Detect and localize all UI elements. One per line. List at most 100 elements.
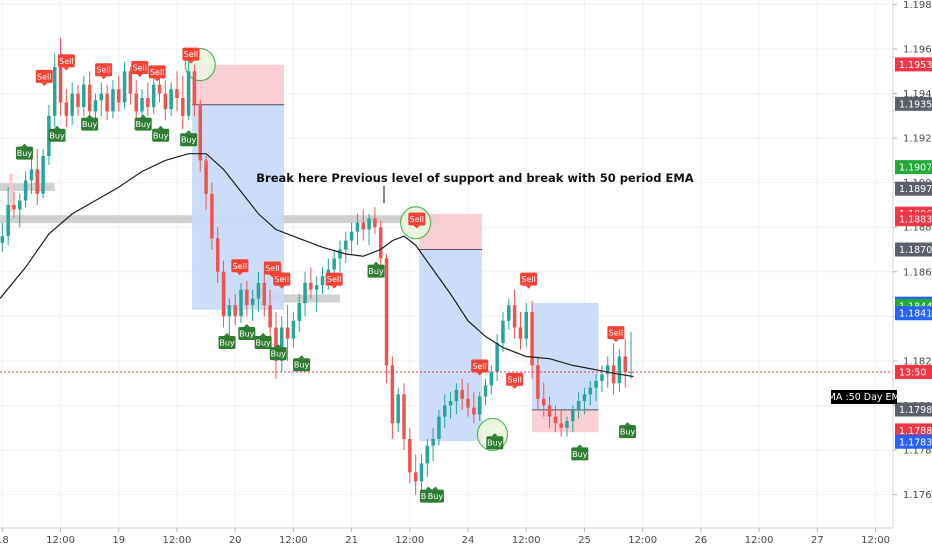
signal-badge: [607, 326, 625, 340]
buy-signal: Buy: [254, 332, 272, 349]
price-tag: 1.18973: [895, 181, 932, 196]
signal-pointer: [525, 285, 532, 289]
price-tag-label: 13:50: [899, 368, 926, 379]
y-tick-label: 1.19200: [903, 134, 932, 145]
position-zones: [9, 64, 599, 442]
candle-up: [425, 445, 430, 464]
signal-pointer: [236, 272, 243, 276]
candle-up: [303, 282, 307, 303]
candle-up: [169, 89, 173, 110]
x-tick-label: 21: [345, 535, 358, 546]
candle-up: [594, 380, 598, 388]
candle-down: [268, 305, 272, 328]
x-tick-label: 12:00: [628, 535, 657, 546]
candle-up: [41, 155, 45, 194]
sell-signal: Sell: [131, 60, 149, 77]
signal-badge: [152, 128, 170, 142]
signal-badge: [426, 489, 444, 503]
candle-up: [70, 93, 74, 116]
candle-down: [361, 222, 366, 230]
signal-label: Buy: [239, 330, 255, 339]
sell-signal: Sell: [520, 272, 538, 289]
signal-label: Buy: [572, 450, 588, 459]
candle-up: [448, 401, 453, 406]
candle-down: [559, 423, 563, 428]
signal-pointer: [63, 67, 70, 71]
buy-signal: Buy: [269, 344, 287, 361]
signal-label: Sell: [184, 50, 198, 59]
ema-label-text: EMA :50 Day EMA: [822, 392, 907, 403]
candle-down: [233, 305, 237, 317]
x-tick-label: 27: [811, 535, 824, 546]
x-tick-label: 12:00: [745, 535, 774, 546]
candle-up: [431, 438, 435, 446]
x-tick-label: 24: [462, 535, 475, 546]
sell-signal: Sell: [273, 272, 291, 289]
signal-label: Sell: [327, 275, 341, 284]
candle-up: [6, 204, 10, 237]
price-tag-label: 1.18414: [899, 309, 932, 320]
candle-up: [93, 100, 98, 112]
signal-badge: [571, 447, 589, 461]
signal-label: Sell: [507, 375, 521, 384]
signal-label: Buy: [82, 120, 98, 129]
profit-zone: [532, 302, 599, 410]
x-tick-label: 12:00: [512, 535, 541, 546]
signal-pointer: [21, 143, 28, 147]
sell-signal: Sell: [231, 259, 249, 276]
x-tick-label: 19: [112, 535, 125, 546]
signal-label: Buy: [153, 131, 169, 140]
candle-up: [477, 396, 482, 415]
signal-label: Buy: [49, 131, 65, 140]
candles: [0, 37, 633, 495]
candle-down: [553, 416, 558, 424]
signal-label: Sell: [410, 215, 424, 224]
candle-down: [466, 398, 470, 408]
candle-up: [291, 320, 296, 339]
x-tick-label: 25: [578, 535, 591, 546]
signal-badge: [81, 117, 99, 131]
x-tick-label: 12:00: [46, 535, 75, 546]
candle-down: [309, 282, 313, 290]
signal-badge: [182, 47, 200, 61]
signal-label: Sell: [521, 275, 535, 284]
candle-up: [82, 84, 86, 107]
price-tag: 1.18836: [895, 212, 932, 227]
candle-up: [0, 236, 5, 243]
candle-up: [344, 240, 348, 250]
candle-up: [582, 394, 587, 402]
candle-down: [274, 327, 278, 361]
candle-down: [12, 204, 16, 210]
candle-up: [576, 401, 581, 410]
candle-up: [489, 372, 494, 386]
signal-pointer: [612, 339, 619, 343]
price-tag-bg: [895, 306, 932, 321]
candle-down: [373, 218, 377, 228]
buy-signal: Buy: [571, 444, 589, 461]
signal-badge: [486, 436, 504, 450]
candle-down: [204, 160, 208, 194]
signal-pointer: [576, 444, 583, 448]
x-tick-label: 12:00: [279, 535, 308, 546]
signal-badge: [57, 54, 75, 68]
price-tag-label: 1.19070: [899, 163, 932, 174]
signal-pointer: [476, 372, 483, 376]
candle-down: [530, 311, 534, 366]
candle-down: [58, 66, 63, 103]
signal-label: Buy: [271, 350, 287, 359]
sell-signal: Sell: [408, 212, 426, 229]
price-tag-label: 1.18973: [899, 184, 932, 195]
annotation-text: Break here Previous level of support and…: [256, 171, 693, 185]
ema-line: [0, 153, 634, 378]
signal-badge: [238, 327, 256, 341]
grid: [0, 0, 893, 528]
x-tick-label: 12:00: [395, 535, 424, 546]
candle-down: [384, 258, 389, 366]
signal-pointer: [624, 422, 631, 426]
candle-up: [419, 463, 424, 482]
signal-label: Sell: [132, 63, 146, 72]
candle-up: [629, 372, 633, 374]
signal-pointer: [54, 125, 61, 129]
